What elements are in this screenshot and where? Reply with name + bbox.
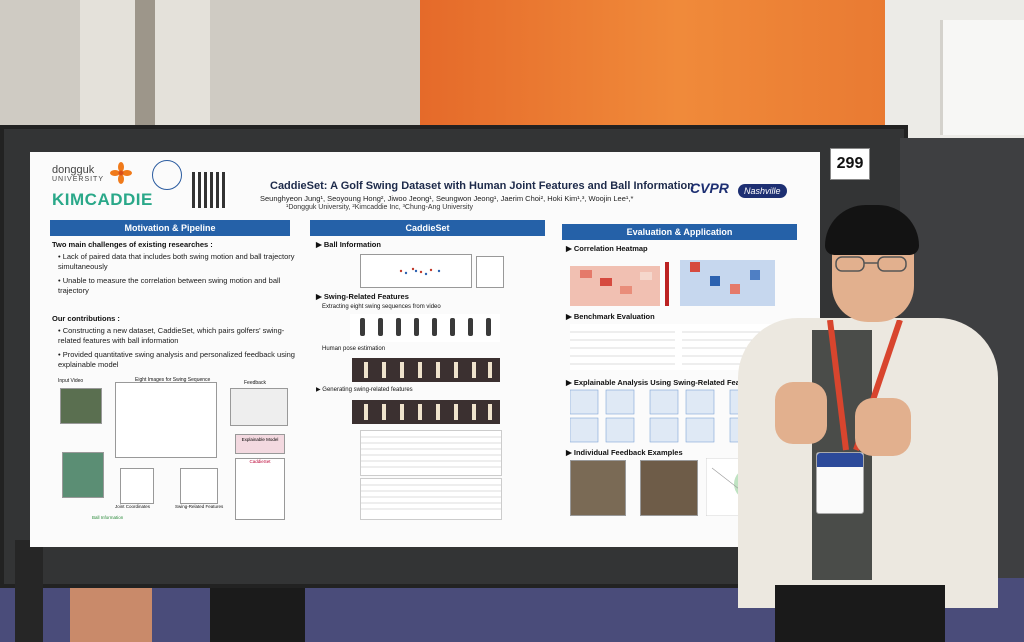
- generating-caption: ▶ Generating swing-related features: [316, 387, 413, 393]
- swing-features-figure: [180, 468, 218, 504]
- pose-estimation-strip: [352, 358, 500, 382]
- explainable-model-box: Explainable Model: [235, 434, 285, 454]
- board-stand: [15, 540, 43, 642]
- dongguk-logo-sub: UNIVERSITY: [52, 176, 105, 183]
- ball-direction-plot: [476, 256, 504, 288]
- table-lines: [361, 436, 501, 468]
- golfer-capture-figure: [62, 452, 104, 498]
- kimcaddie-logo: KIMCADDIE: [52, 190, 153, 209]
- dongguk-flower-icon: [110, 162, 132, 184]
- poster-affiliations: ¹Dongguk University, ²Kimcaddie Inc, ³Ch…: [286, 204, 473, 211]
- sequence-figures: [360, 318, 491, 336]
- ball-info-heading: ▶ Ball Information: [316, 240, 381, 249]
- poster-number-tag: 299: [830, 148, 870, 180]
- ball-scatter-dots: [399, 267, 441, 276]
- doorway: [940, 20, 1024, 135]
- feature-figures: [364, 404, 492, 420]
- feedback-photo-2: [640, 460, 698, 516]
- explainable-heading: ▶ Explainable Analysis Using Swing-Relat…: [566, 378, 759, 387]
- presenter-hair: [825, 205, 919, 255]
- pipeline-label: Eight Images for Swing Sequence: [135, 377, 211, 383]
- pose-caption: Human pose estimation: [322, 346, 386, 352]
- challenge-item: • Unable to measure the correlation betw…: [58, 276, 281, 295]
- table-lines: [361, 484, 501, 510]
- input-video-thumbnail: [60, 388, 102, 424]
- swing-features-heading: ▶ Swing-Related Features: [316, 292, 409, 301]
- features-table: [360, 430, 502, 476]
- pipeline-label: Input Video: [58, 378, 84, 384]
- correlation-heatmap: [570, 260, 775, 306]
- pose-figures: [364, 362, 492, 378]
- feedback-heading: ▶ Individual Feedback Examples: [566, 448, 683, 457]
- poster-authors: Seunghyeon Jung¹, Seoyoung Hong², Jiwoo …: [260, 194, 634, 203]
- cvpr-logo-sub: Nashville: [738, 184, 787, 198]
- pipeline-label: Feedback: [244, 380, 266, 386]
- joint-coordinates-figure: [120, 468, 154, 504]
- feedback-figure: [230, 388, 288, 426]
- eight-images-figure: [115, 382, 217, 458]
- cvpr-logo: CVPR: [690, 180, 729, 196]
- qr-code-icon: [192, 172, 228, 208]
- thumbs-up-right-hand: [855, 398, 911, 456]
- ball-scatter-plot: [360, 254, 472, 288]
- ball-features-table: [360, 478, 502, 520]
- challenge-item: • Lack of paired data that includes both…: [58, 252, 295, 271]
- thumbs-up-left-hand: [775, 382, 827, 444]
- extracting-caption: Extracting eight swing sequences from vi…: [322, 304, 441, 310]
- benchmark-heading: ▶ Benchmark Evaluation: [566, 312, 655, 321]
- section-evaluation-header: Evaluation & Application: [562, 224, 797, 240]
- contributions-heading: Our contributions :: [52, 314, 120, 323]
- feedback-photo-1: [570, 460, 626, 516]
- contribution-item: • Constructing a new dataset, CaddieSet,…: [58, 326, 285, 345]
- pipeline-label: Ball Information: [92, 515, 124, 520]
- contribution-item: • Provided quantitative swing analysis a…: [58, 350, 295, 369]
- features-strip: [352, 400, 500, 424]
- challenges-heading: Two main challenges of existing research…: [52, 240, 213, 249]
- dongguk-logo: dongguk: [52, 164, 95, 176]
- section-caddieset-header: CaddieSet: [310, 220, 545, 236]
- glasses-icon: [835, 256, 907, 272]
- caddieset-table-figure: CaddieSet: [235, 458, 285, 520]
- visitor-pants: [210, 578, 305, 642]
- university-seal-icon: [152, 160, 182, 190]
- heatmap-heading: ▶ Correlation Heatmap: [566, 244, 648, 253]
- wall-pillar-shadow: [135, 0, 155, 140]
- presenter-pants: [775, 585, 945, 642]
- orange-wall-panel: [420, 0, 1024, 135]
- pipeline-label: Joint Coordinates: [115, 504, 151, 509]
- pipeline-label: Swing-Related Features: [175, 504, 224, 509]
- eight-sequence-strip: [350, 314, 500, 342]
- conference-badge: [816, 452, 864, 514]
- poster-title: CaddieSet: A Golf Swing Dataset with Hum…: [270, 180, 694, 192]
- section-motivation-header: Motivation & Pipeline: [50, 220, 290, 236]
- research-poster: dongguk UNIVERSITY KIMCADDIE CaddieSet: …: [30, 152, 820, 547]
